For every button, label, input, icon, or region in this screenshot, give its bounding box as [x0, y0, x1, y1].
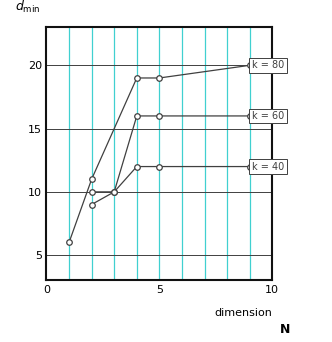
Text: N: N	[280, 324, 290, 337]
Text: k = 60: k = 60	[252, 111, 284, 121]
Text: dimension: dimension	[214, 308, 272, 318]
Text: $d_{\rm min}$: $d_{\rm min}$	[15, 0, 41, 15]
Text: k = 80: k = 80	[252, 60, 284, 70]
Text: k = 40: k = 40	[252, 161, 284, 172]
